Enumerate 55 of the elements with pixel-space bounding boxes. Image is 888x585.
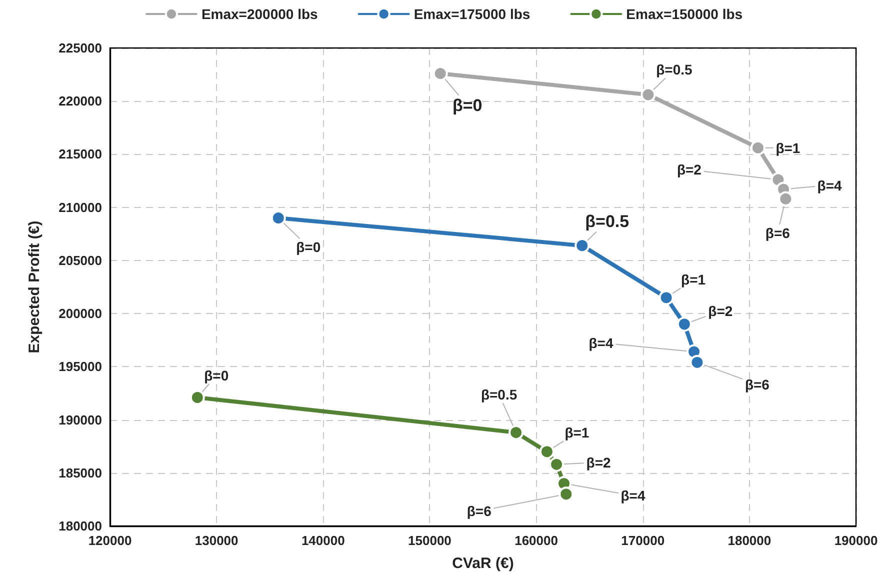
annotation: β=0 bbox=[296, 238, 321, 255]
y-tick-label: 180000 bbox=[58, 518, 102, 534]
annotation: β=0.5 bbox=[480, 386, 518, 403]
point bbox=[676, 316, 692, 332]
annotation: β=2 bbox=[708, 303, 733, 320]
annotation: β=2 bbox=[586, 454, 611, 470]
annotation: β=0 bbox=[452, 96, 482, 115]
x-tick-label: 140000 bbox=[301, 533, 345, 548]
point bbox=[558, 486, 574, 502]
y-tick-label: 195000 bbox=[58, 359, 102, 374]
point bbox=[508, 425, 524, 440]
annotation: β=6 bbox=[744, 376, 770, 392]
y-tick-label: 185000 bbox=[58, 465, 102, 480]
annotation: β=6 bbox=[466, 503, 492, 520]
legend-label: Emax=200000 lbs bbox=[201, 6, 318, 22]
legend-label: Emax=175000 lbs bbox=[414, 6, 530, 22]
point bbox=[778, 191, 794, 206]
annotation: β=0 bbox=[204, 367, 229, 384]
point bbox=[574, 238, 590, 254]
point bbox=[549, 456, 564, 472]
y-tick-label: 210000 bbox=[58, 200, 102, 215]
point bbox=[658, 290, 674, 306]
y-axis-title: Expected Profit (€) bbox=[26, 220, 43, 354]
annotation: β=0.5 bbox=[585, 212, 630, 232]
annotation: β=4 bbox=[588, 334, 614, 351]
annotation: β=2 bbox=[676, 162, 702, 178]
x-tick-label: 190000 bbox=[834, 533, 878, 548]
x-tick-label: 160000 bbox=[514, 533, 558, 548]
y-tick-label: 205000 bbox=[58, 252, 102, 268]
x-tick-label: 180000 bbox=[728, 533, 772, 548]
annotation: β=4 bbox=[620, 488, 646, 504]
x-tick-label: 120000 bbox=[88, 533, 132, 548]
annotation: β=1 bbox=[681, 272, 706, 288]
point bbox=[539, 444, 554, 460]
point bbox=[690, 354, 705, 370]
legend-label: Emax=150000 lbs bbox=[626, 6, 743, 22]
x-tick-label: 170000 bbox=[621, 533, 665, 548]
y-tick-label: 215000 bbox=[58, 146, 102, 162]
x-axis-title: CVaR (€) bbox=[452, 555, 514, 572]
annotation: β=0.5 bbox=[656, 62, 692, 78]
y-tick-label: 200000 bbox=[58, 306, 102, 322]
point bbox=[270, 210, 286, 226]
y-tick-label: 220000 bbox=[58, 94, 102, 109]
x-tick-label: 150000 bbox=[408, 533, 452, 548]
annotation: β=6 bbox=[765, 224, 790, 241]
point bbox=[750, 140, 766, 156]
annotation: β=4 bbox=[817, 177, 842, 194]
annotation: β=1 bbox=[564, 424, 590, 441]
annotation: β=1 bbox=[776, 140, 800, 156]
y-tick-label: 190000 bbox=[58, 412, 102, 428]
x-tick-label: 130000 bbox=[194, 533, 238, 548]
point bbox=[190, 390, 205, 405]
point bbox=[640, 87, 656, 102]
y-tick-label: 225000 bbox=[58, 40, 102, 56]
point bbox=[432, 66, 448, 81]
